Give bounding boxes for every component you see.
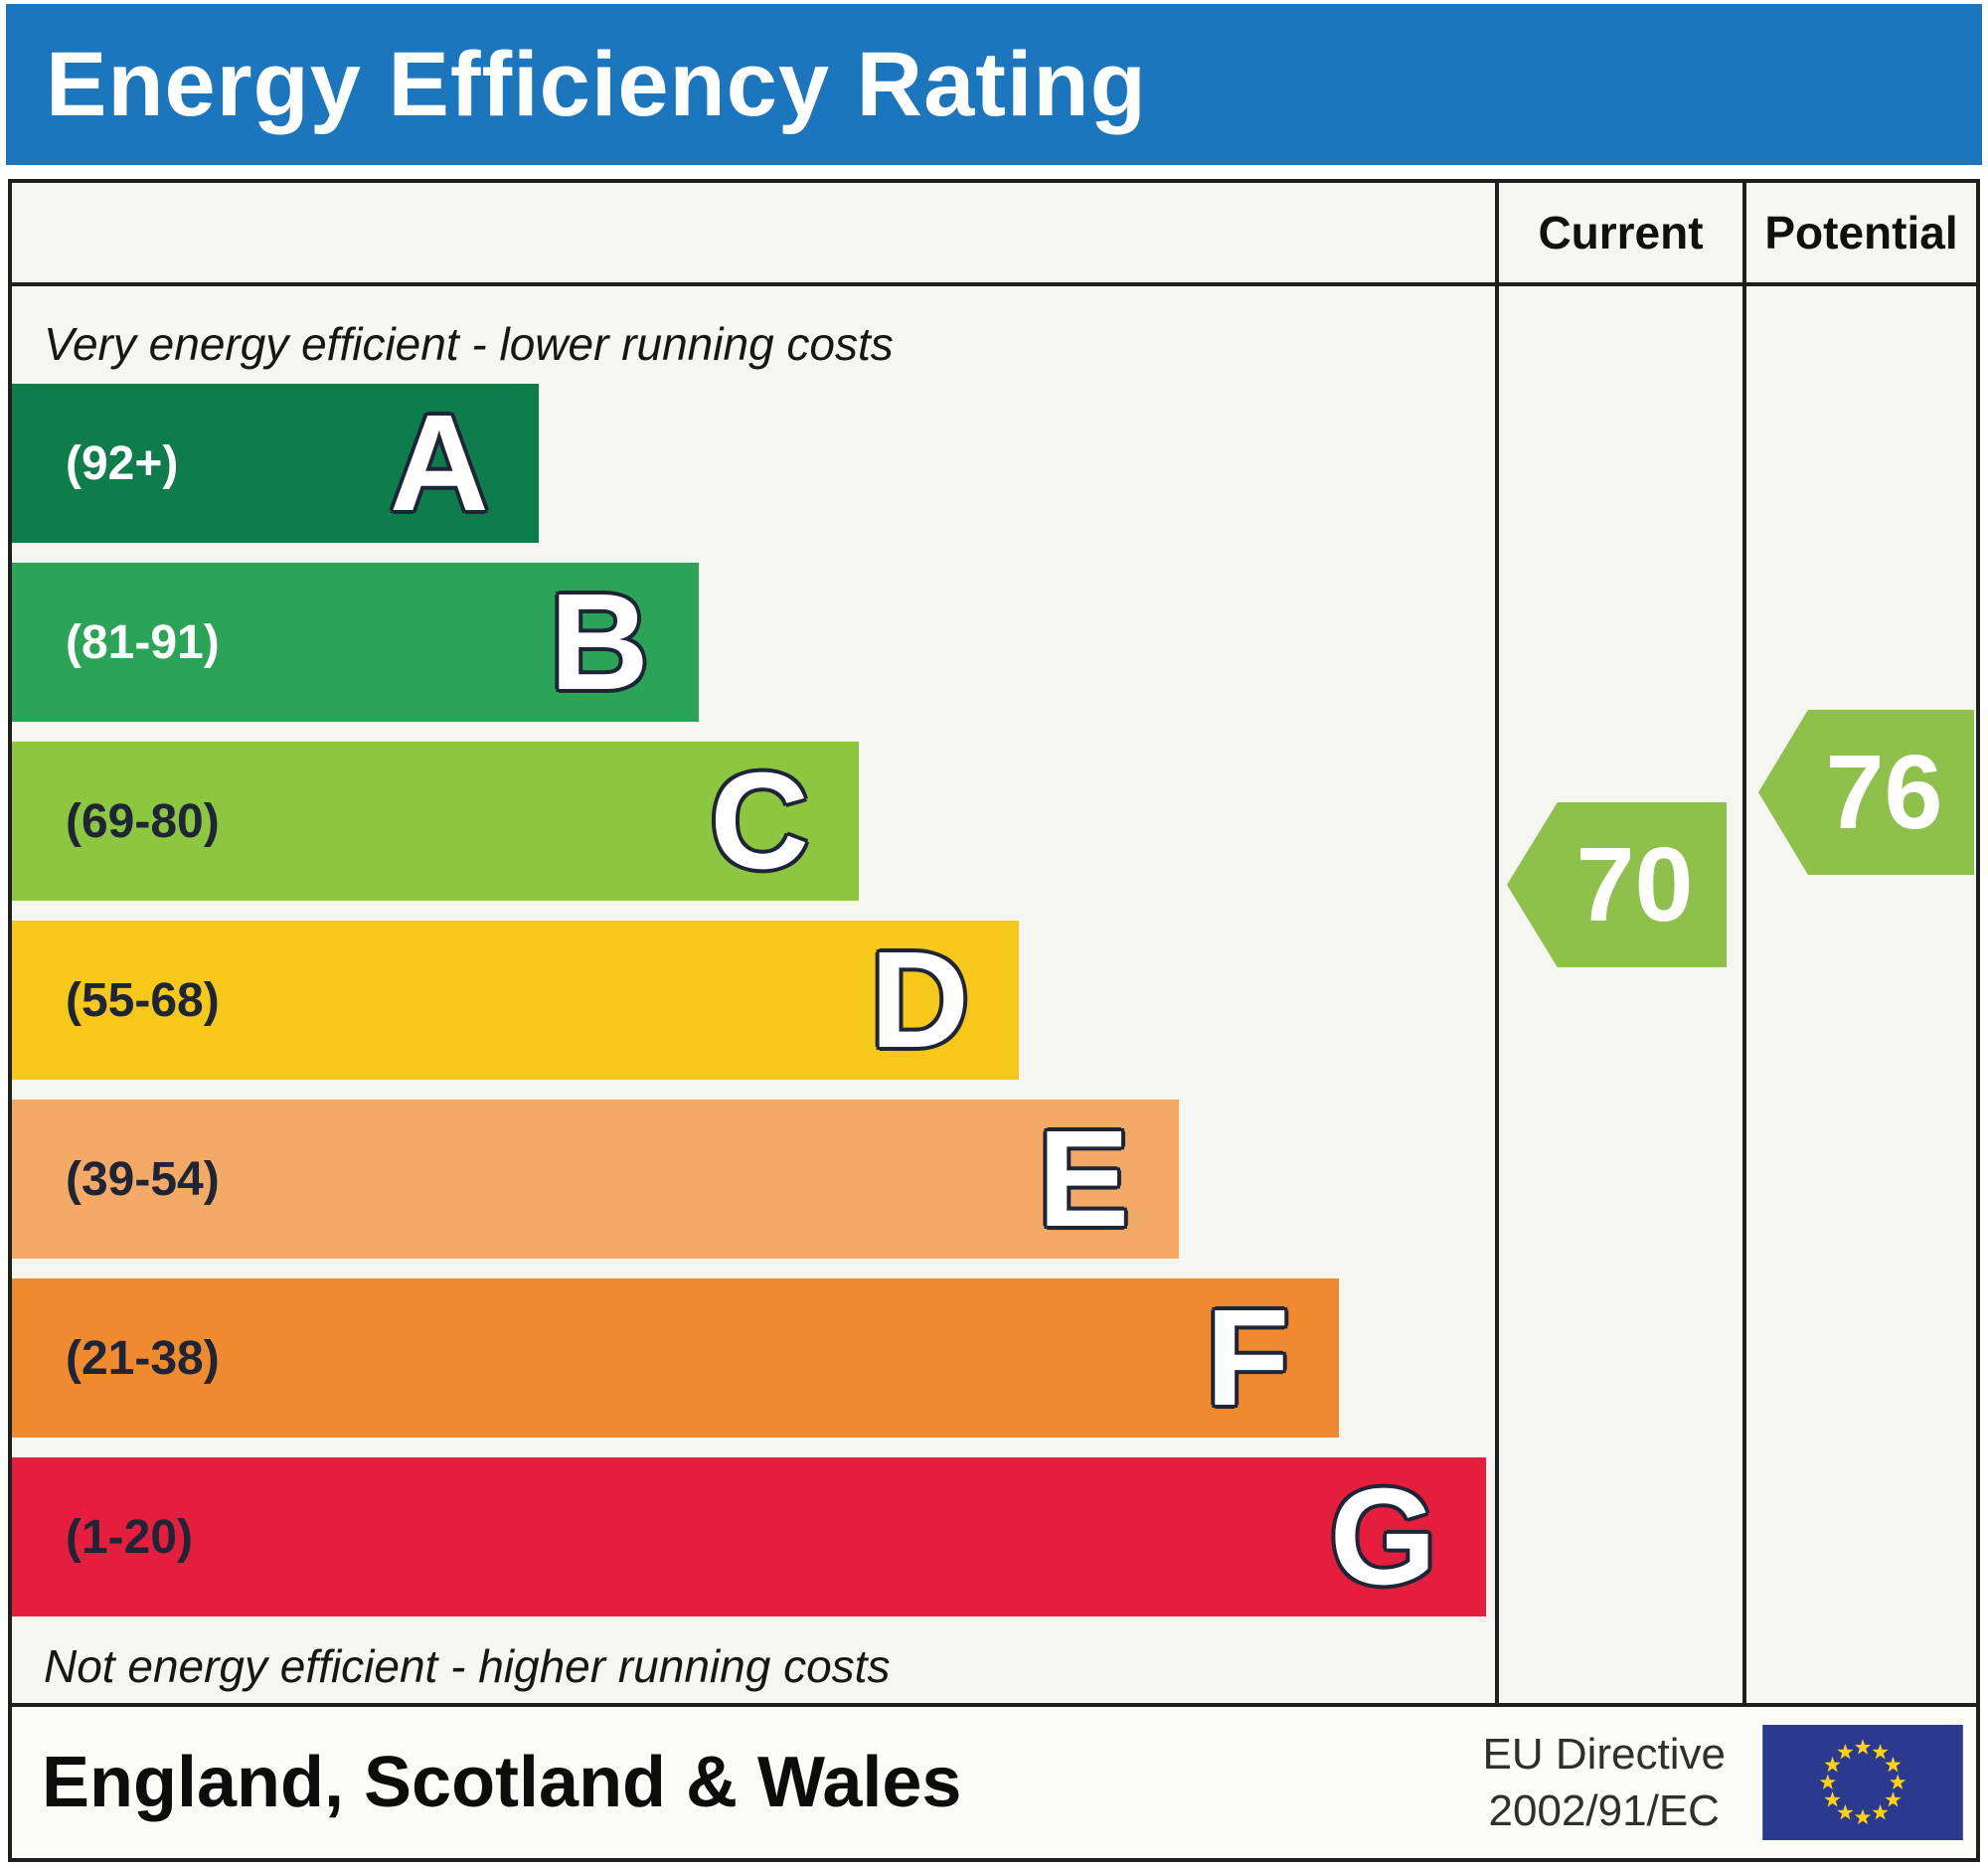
bottom-caption: Not energy efficient - higher running co… [44, 1640, 891, 1692]
eu-directive-label: EU Directive 2002/91/EC [1483, 1726, 1727, 1839]
band-range-label: (21-38) [66, 1331, 220, 1385]
header-spacer [12, 183, 1499, 286]
band-row-b: (81-91) B [12, 563, 699, 722]
band-letter: G [1329, 1460, 1437, 1613]
band-range-label: (92+) [66, 436, 179, 490]
band-row-c: (69-80) C [12, 742, 859, 901]
current-column: 70 [1499, 286, 1746, 1703]
band-row-g: (1-20) G [12, 1457, 1487, 1616]
band-range-label: (39-54) [66, 1152, 220, 1206]
page-title: Energy Efficiency Rating [46, 33, 1147, 135]
band-letter: F [1206, 1281, 1290, 1435]
band-list: (92+) A (81-91) B (69-80) C (55-68) D (3… [12, 384, 1495, 1616]
eu-directive-line2: 2002/91/EC [1488, 1786, 1720, 1835]
band-range-label: (69-80) [66, 794, 220, 848]
bands-chart: Very energy efficient - lower running co… [12, 286, 1499, 1703]
current-rating-arrow: 70 [1507, 802, 1727, 967]
band-range-label: (55-68) [66, 973, 220, 1027]
potential-column-header: Potential [1746, 183, 1976, 286]
potential-rating-arrow: 76 [1758, 710, 1974, 875]
current-rating-value: 70 [1575, 825, 1694, 943]
footer-bar: England, Scotland & Wales EU Directive 2… [8, 1703, 1980, 1862]
band-row-d: (55-68) D [12, 921, 1020, 1080]
title-bar: Energy Efficiency Rating [6, 4, 1982, 165]
eu-flag-icon [1762, 1725, 1963, 1840]
band-letter: D [870, 924, 970, 1077]
band-row-a: (92+) A [12, 384, 539, 543]
eu-directive-line1: EU Directive [1482, 1730, 1727, 1779]
band-range-label: (81-91) [66, 615, 220, 669]
potential-column: 76 [1746, 286, 1976, 1703]
band-letter: E [1038, 1103, 1130, 1256]
current-column-header: Current [1499, 183, 1746, 286]
band-row-e: (39-54) E [12, 1100, 1180, 1259]
band-letter: C [710, 745, 809, 898]
band-letter: A [389, 387, 489, 540]
region-label: England, Scotland & Wales [42, 1743, 962, 1822]
potential-rating-value: 76 [1825, 733, 1943, 851]
top-caption: Very energy efficient - lower running co… [44, 318, 894, 370]
band-range-label: (1-20) [66, 1510, 194, 1564]
band-letter: B [550, 566, 649, 719]
rating-table: Current Potential Very energy efficient … [8, 179, 1980, 1707]
band-row-f: (21-38) F [12, 1278, 1340, 1438]
